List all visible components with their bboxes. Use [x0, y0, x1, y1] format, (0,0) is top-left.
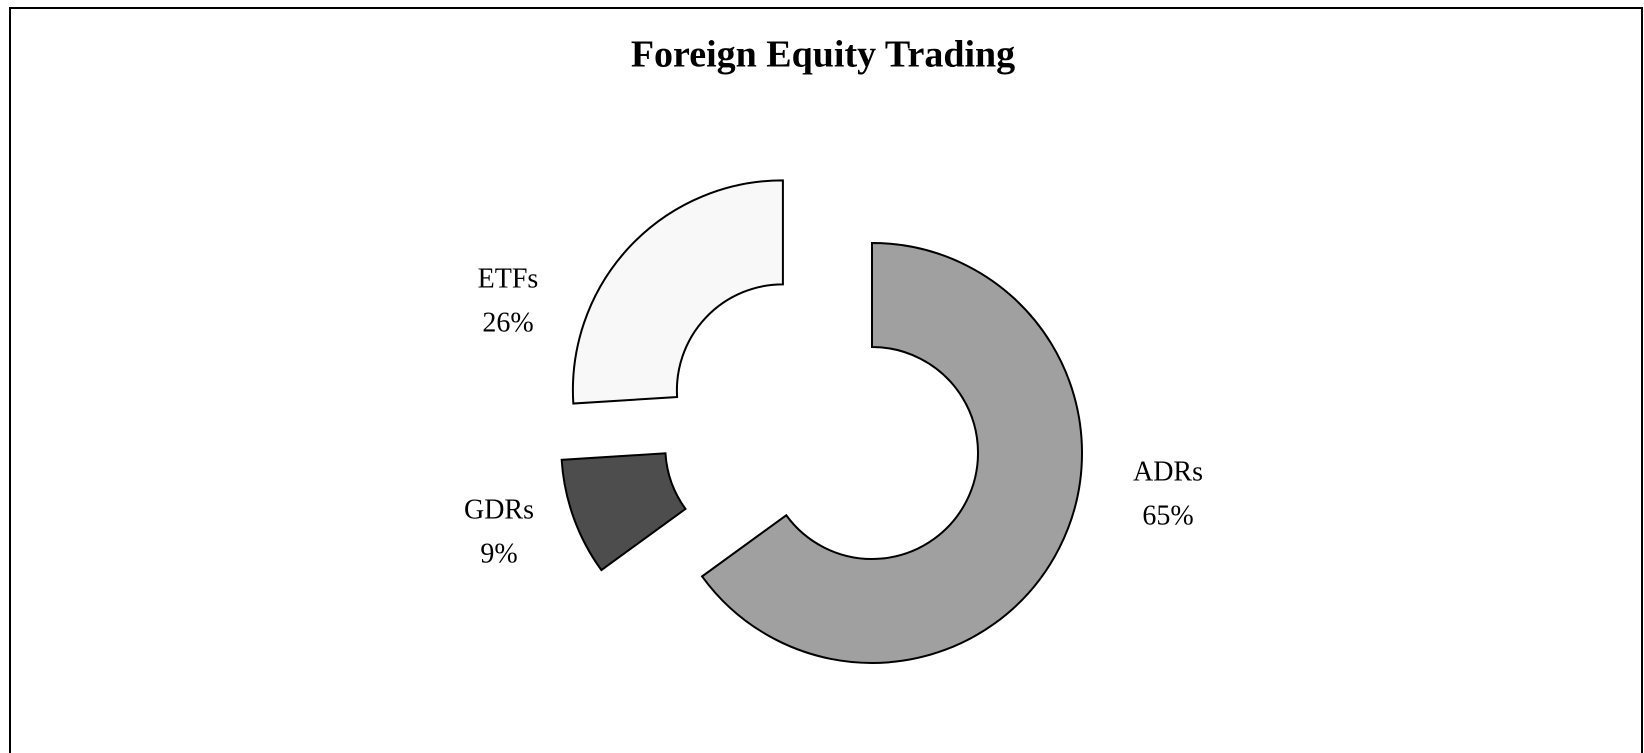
slice-value-label: 9% — [480, 538, 517, 569]
slice-label: GDRs — [464, 494, 534, 525]
donut-slice — [700, 241, 1083, 664]
slice-value-label: 26% — [482, 307, 533, 338]
slice-value-label: 65% — [1142, 500, 1193, 531]
donut-slice — [560, 452, 687, 572]
donut-slice — [571, 179, 784, 405]
slice-label: ADRs — [1133, 456, 1203, 487]
slice-label: ETFs — [478, 263, 539, 294]
chart-title: Foreign Equity Trading — [631, 34, 1015, 76]
